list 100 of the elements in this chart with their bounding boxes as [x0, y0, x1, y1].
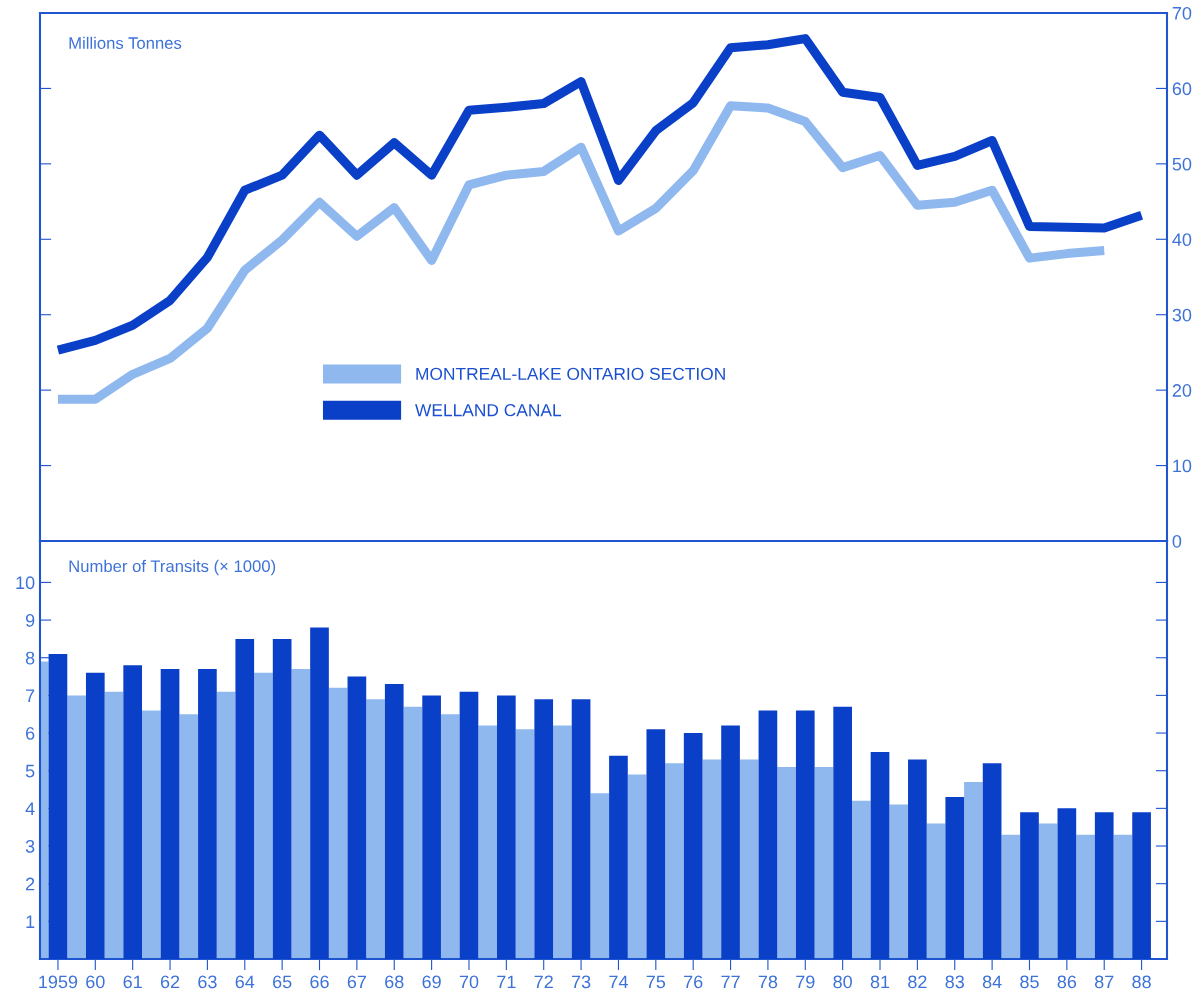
x-tick-label: 86 [1057, 975, 1077, 989]
bar [478, 725, 497, 959]
y-tick-label: 2 [26, 877, 35, 891]
bar [160, 669, 180, 959]
bar [758, 710, 778, 959]
bar [497, 695, 516, 959]
x-tick-label: 74 [609, 975, 628, 989]
bar [422, 695, 441, 959]
x-tick-label: 84 [982, 975, 1002, 989]
bar [1132, 812, 1151, 959]
x-tick-label: 76 [684, 975, 703, 989]
bar [889, 804, 909, 959]
x-tick-label: 72 [534, 975, 553, 989]
y-axis-title: Number of Transits (× 1000) [69, 559, 276, 576]
legend-label: WELLAND CANAL [415, 404, 562, 417]
bar [964, 782, 983, 959]
x-tick-label: 88 [1132, 975, 1151, 989]
bar [85, 672, 105, 959]
y-tick-label: 10 [1173, 459, 1192, 473]
x-tick-label: 67 [347, 975, 367, 989]
y-tick-label: 70 [1172, 6, 1192, 20]
y-tick-label: 7 [26, 689, 35, 702]
bar [1001, 834, 1021, 959]
x-tick-label: 75 [646, 975, 666, 989]
y-tick-label: 40 [1172, 233, 1192, 247]
x-tick-label: 73 [571, 975, 591, 989]
y-tick-label: 3 [25, 839, 35, 853]
bar [851, 800, 871, 959]
bar [609, 755, 628, 959]
bar [777, 766, 796, 959]
y-tick-label: 0 [1172, 534, 1182, 548]
bar [291, 669, 311, 959]
bar [553, 725, 572, 959]
x-tick-label: 63 [198, 975, 217, 989]
x-tick-label: 85 [1020, 975, 1039, 989]
y-tick-label: 9 [25, 614, 35, 627]
y-tick-label: 6 [26, 726, 35, 740]
bar [982, 763, 1002, 959]
x-tick-label: 79 [796, 975, 815, 989]
bar [179, 714, 199, 959]
bar [926, 823, 946, 959]
bar [721, 725, 740, 959]
x-tick-label: 62 [160, 975, 180, 989]
bar [833, 706, 852, 959]
bar [254, 672, 273, 959]
y-tick-label: 5 [25, 764, 35, 778]
x-tick-label: 64 [235, 975, 255, 989]
bar [571, 699, 591, 959]
bar [216, 691, 236, 959]
bar [945, 797, 965, 959]
bar [1057, 808, 1077, 959]
bar [67, 695, 86, 959]
y-tick-label: 50 [1172, 157, 1192, 171]
bar [142, 710, 161, 959]
y-tick-label: 30 [1172, 308, 1192, 322]
x-tick-label: 60 [86, 975, 105, 989]
bar [384, 684, 404, 959]
bar [403, 706, 423, 959]
bar [515, 729, 535, 959]
y-tick-label: 1 [26, 915, 35, 928]
bar [683, 733, 703, 959]
bar [534, 699, 554, 959]
bar [272, 638, 292, 959]
x-tick-label: 87 [1094, 975, 1114, 989]
bar [627, 774, 647, 959]
bar [366, 699, 385, 959]
x-tick-label: 71 [497, 975, 516, 989]
x-tick-label: 77 [721, 975, 740, 989]
bar [104, 691, 124, 959]
bar [1076, 834, 1095, 959]
bar [328, 687, 348, 959]
bar [590, 793, 610, 959]
bar [347, 676, 367, 959]
x-tick-label: 1959 [39, 975, 78, 989]
bar [310, 627, 329, 959]
y-tick-label: 20 [1172, 384, 1192, 397]
x-tick-label: 61 [123, 975, 142, 989]
y-tick-label: 60 [1172, 82, 1192, 96]
y-axis-title: Millions Tonnes [69, 36, 182, 49]
x-tick-label: 81 [870, 975, 890, 989]
bar [440, 714, 460, 959]
bar [739, 759, 759, 959]
x-tick-label: 82 [908, 975, 927, 989]
bar [814, 766, 834, 959]
bar [908, 759, 927, 959]
bar [795, 710, 815, 959]
x-tick-label: 78 [758, 975, 778, 989]
x-tick-label: 66 [310, 975, 329, 989]
bar [198, 669, 217, 959]
bar [702, 759, 722, 959]
x-tick-label: 68 [385, 975, 404, 989]
bar [1038, 823, 1058, 959]
bar [665, 763, 684, 959]
bar [1094, 812, 1114, 959]
legend-label: MONTREAL-LAKE ONTARIO SECTION [416, 367, 725, 381]
bar [123, 665, 143, 959]
bar [1020, 812, 1039, 959]
bar [459, 691, 479, 959]
bar [1113, 834, 1133, 959]
x-tick-label: 65 [273, 975, 292, 989]
